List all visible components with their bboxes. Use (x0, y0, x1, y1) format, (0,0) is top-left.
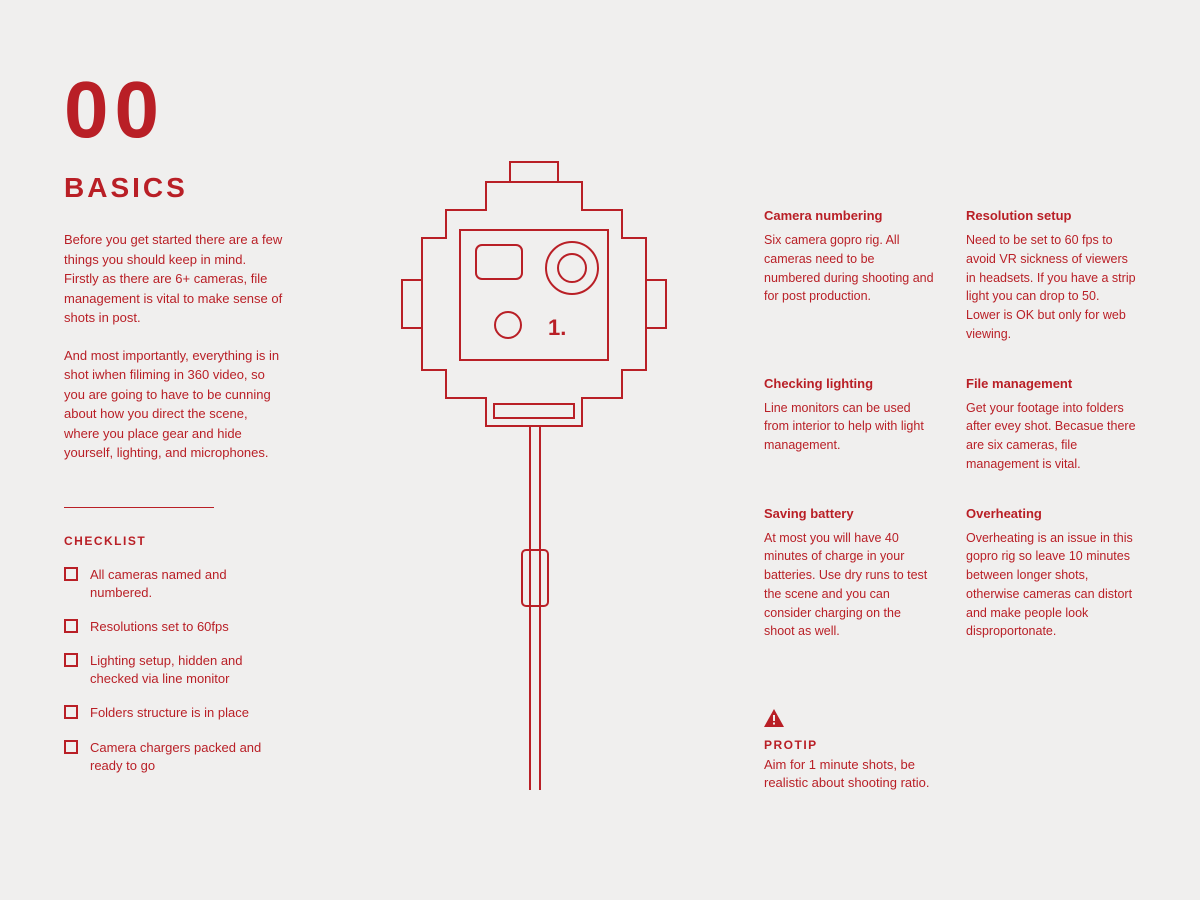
info-heading: Saving battery (764, 506, 934, 521)
checklist-item: Camera chargers packed and ready to go (64, 739, 284, 775)
info-body: Six camera gopro rig. All cameras need t… (764, 231, 934, 306)
checkbox-icon[interactable] (64, 705, 78, 719)
info-heading: File management (966, 376, 1136, 391)
checkbox-icon[interactable] (64, 567, 78, 581)
page-number: 00 (64, 70, 304, 150)
checklist-item-label: Folders structure is in place (90, 704, 249, 722)
diagram-camera-number: 1. (548, 315, 566, 340)
camera-rig-diagram: 1. (374, 150, 694, 790)
checklist-item: All cameras named and numbered. (64, 566, 284, 602)
checklist-item: Lighting setup, hidden and checked via l… (64, 652, 284, 688)
info-body: Get your footage into folders after evey… (966, 399, 1136, 474)
protip-body: Aim for 1 minute shots, be realistic abo… (764, 756, 934, 792)
checkbox-icon[interactable] (64, 653, 78, 667)
page: 00 BASICS Before you get started there a… (0, 0, 1200, 900)
info-block: Overheating Overheating is an issue in t… (966, 506, 1136, 642)
right-column: Camera numbering Six camera gopro rig. A… (764, 70, 1136, 860)
checkbox-icon[interactable] (64, 740, 78, 754)
info-block: File management Get your footage into fo… (966, 376, 1136, 474)
checkbox-icon[interactable] (64, 619, 78, 633)
info-block: Resolution setup Need to be set to 60 fp… (966, 208, 1136, 344)
intro-paragraph-2: And most importantly, everything is in s… (64, 346, 284, 463)
protip-block: PROTIP Aim for 1 minute shots, be realis… (764, 709, 934, 792)
info-block: Checking lighting Line monitors can be u… (764, 376, 934, 474)
page-title: BASICS (64, 172, 304, 204)
checklist-heading: CHECKLIST (64, 534, 304, 548)
info-body: Need to be set to 60 fps to avoid VR sic… (966, 231, 1136, 344)
protip-heading: PROTIP (764, 738, 934, 752)
checklist-item: Folders structure is in place (64, 704, 284, 722)
info-heading: Checking lighting (764, 376, 934, 391)
info-body: Line monitors can be used from interior … (764, 399, 934, 455)
info-heading: Overheating (966, 506, 1136, 521)
checklist-item: Resolutions set to 60fps (64, 618, 284, 636)
info-block: Saving battery At most you will have 40 … (764, 506, 934, 642)
info-body: At most you will have 40 minutes of char… (764, 529, 934, 642)
warning-icon (764, 709, 934, 732)
center-column: 1. (344, 70, 724, 860)
info-body: Overheating is an issue in this gopro ri… (966, 529, 1136, 642)
checklist-item-label: All cameras named and numbered. (90, 566, 284, 602)
checklist-item-label: Lighting setup, hidden and checked via l… (90, 652, 284, 688)
checklist-item-label: Resolutions set to 60fps (90, 618, 229, 636)
intro-paragraph-1: Before you get started there are a few t… (64, 230, 284, 328)
info-block: Camera numbering Six camera gopro rig. A… (764, 208, 934, 344)
info-heading: Resolution setup (966, 208, 1136, 223)
left-column: 00 BASICS Before you get started there a… (64, 70, 304, 860)
checklist-item-label: Camera chargers packed and ready to go (90, 739, 284, 775)
info-heading: Camera numbering (764, 208, 934, 223)
divider (64, 507, 214, 508)
